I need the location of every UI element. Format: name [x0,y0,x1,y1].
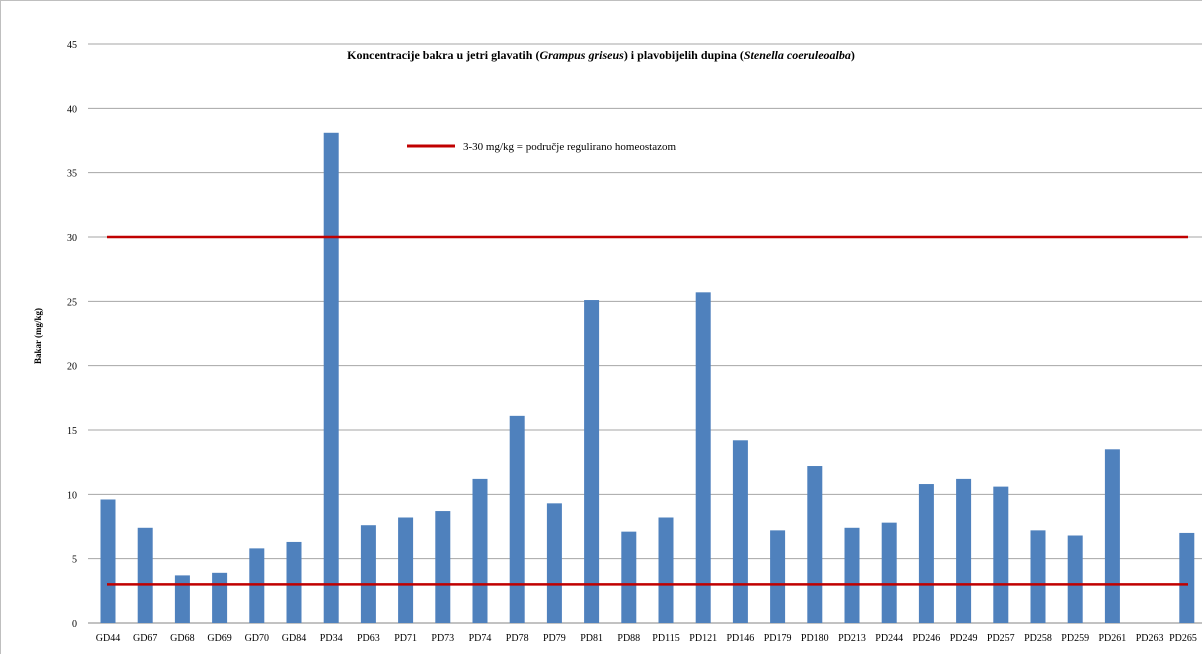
x-category-label: PD263 [1136,633,1164,644]
x-category-label: PD71 [394,633,417,644]
y-tick-label: 0 [72,619,77,630]
bar-pd146 [732,440,748,623]
x-category-label: GD44 [96,633,120,644]
x-axis-categories: GD44 GD67 GD68 GD69 GD70 GD84 PD34 PD63 PD71 PD73… [96,633,1197,644]
y-tick-label: 35 [67,169,77,180]
bar-pd244 [881,522,897,623]
x-category-label: PD146 [727,633,755,644]
bar-pd78 [509,415,525,623]
y-tick-label: 40 [67,104,77,115]
x-category-label: PD34 [320,633,343,644]
x-category-label: PD213 [838,633,866,644]
bar-pd261 [1104,449,1120,623]
y-tick-label: 15 [67,426,77,437]
bar-pd79 [546,503,562,623]
bar-pd213 [844,527,860,623]
bar-pd73 [435,511,451,623]
x-category-label: PD115 [652,633,679,644]
y-axis-label: Bakar (mg/kg) [33,308,43,364]
x-category-label: PD180 [801,633,829,644]
x-category-label: GD69 [207,633,231,644]
x-category-label: PD81 [580,633,603,644]
y-tick-label: 10 [67,490,77,501]
bar-pd179 [770,530,786,623]
x-category-label: PD73 [431,633,454,644]
y-tick-label: 25 [67,297,77,308]
x-category-label: PD244 [875,633,903,644]
x-category-label: PD74 [469,633,492,644]
bar-pd115 [658,517,674,623]
bar-gd68 [174,575,190,623]
bar-pd34 [323,132,339,623]
bar-gd84 [286,541,302,623]
bar-gd69 [212,572,228,623]
y-axis-ticks: 0 5 10 15 20 25 30 35 40 45 [67,40,77,630]
bar-gd67 [137,527,153,623]
x-category-label: GD84 [282,633,306,644]
bar-pd246 [918,484,934,623]
bar-gd70 [249,548,265,623]
x-category-label: PD257 [987,633,1015,644]
x-category-label: GD67 [133,633,157,644]
y-tick-label: 45 [67,40,77,51]
x-category-label: GD70 [245,633,269,644]
bar-pd180 [807,466,823,623]
x-category-label: PD265 [1169,633,1197,644]
x-category-label: PD246 [913,633,941,644]
x-category-label: PD261 [1099,633,1127,644]
bar-pd88 [621,531,637,623]
y-tick-label: 20 [67,362,77,373]
bar-pd265 [1179,532,1195,623]
y-tick-label: 30 [67,233,77,244]
bar-pd81 [584,300,600,623]
reference-lines [107,235,1188,586]
bar-pd259 [1067,535,1083,623]
x-category-label: PD179 [764,633,792,644]
x-category-label: PD259 [1061,633,1089,644]
bars [100,132,1195,623]
legend-label: 3-30 mg/kg = područje regulirano homeost… [463,141,676,153]
chart-title: Koncentracije bakra u jetri glavatih (Gr… [347,48,855,62]
x-category-label: PD121 [689,633,717,644]
x-category-label: PD258 [1024,633,1052,644]
legend: 3-30 mg/kg = područje regulirano homeost… [407,141,676,153]
bar-pd71 [398,517,414,623]
x-category-label: PD249 [950,633,978,644]
bar-pd63 [360,525,376,623]
bar-pd74 [472,478,488,623]
bar-pd121 [695,292,711,623]
x-category-label: PD78 [506,633,529,644]
bar-pd258 [1030,530,1046,623]
bar-pd249 [956,478,972,623]
x-category-label: GD68 [170,633,194,644]
x-category-label: PD79 [543,633,566,644]
bar-pd257 [993,486,1009,623]
x-category-label: PD88 [617,633,640,644]
y-tick-label: 5 [72,555,77,566]
x-category-label: PD63 [357,633,380,644]
bar-gd44 [100,499,116,623]
